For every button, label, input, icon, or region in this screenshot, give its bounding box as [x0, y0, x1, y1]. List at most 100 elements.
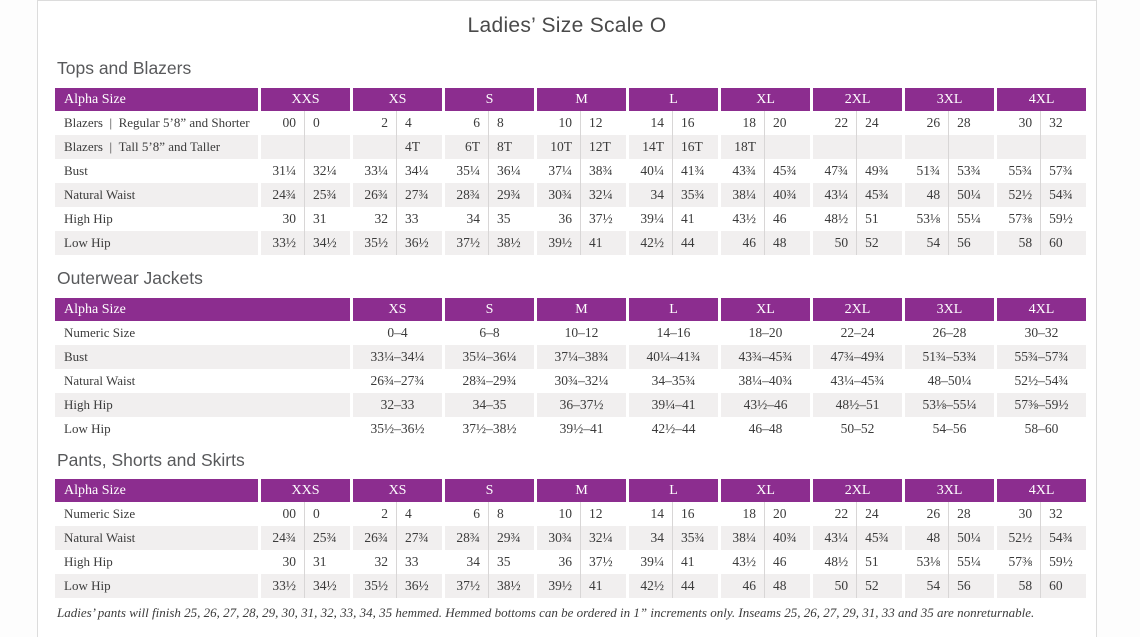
size-cell: 59½	[1040, 550, 1087, 574]
size-column-header: XL	[718, 479, 811, 502]
size-cell: 56	[948, 574, 995, 598]
size-cell: 33¼–34¼	[350, 345, 442, 369]
row-label: Bust	[55, 345, 350, 369]
size-cell: 18T	[718, 135, 765, 159]
size-column-header: XL	[718, 88, 811, 111]
size-cell	[994, 135, 1041, 159]
size-cell: 8T	[488, 135, 535, 159]
size-cell: 32¼	[580, 526, 627, 550]
size-cell: 28	[948, 111, 995, 135]
size-cell: 38½	[488, 574, 535, 598]
size-cell: 52	[856, 231, 903, 255]
size-cell: 22–24	[810, 321, 902, 345]
size-cell: 37½	[442, 574, 489, 598]
size-cell: 24¾	[258, 183, 304, 207]
size-cell: 35¼–36¼	[442, 345, 534, 369]
size-cell: 47¾	[810, 159, 857, 183]
hemming-footnote: Ladies’ pants will finish 25, 26, 27, 28…	[57, 605, 1035, 620]
size-cell: 37½	[580, 207, 627, 231]
size-cell: 39¼–41	[626, 393, 718, 417]
size-cell: 6	[442, 111, 489, 135]
size-cell: 48½–51	[810, 393, 902, 417]
size-cell: 20	[764, 111, 811, 135]
size-chart-page: Ladies’ Size Scale O Tops and Blazers Al…	[37, 0, 1097, 637]
size-column-header: XXS	[258, 88, 351, 111]
size-cell: 48	[902, 183, 949, 207]
size-cell: 28¾–29¾	[442, 369, 534, 393]
size-cell: 35¼	[442, 159, 489, 183]
size-cell: 43¼–45¾	[810, 369, 902, 393]
size-cell: 8	[488, 502, 535, 526]
size-cell: 30¾	[534, 526, 581, 550]
size-cell: 10T	[534, 135, 581, 159]
size-cell: 43½	[718, 207, 765, 231]
size-cell: 34–35¾	[626, 369, 718, 393]
size-cell: 36¼	[488, 159, 535, 183]
size-cell: 18	[718, 502, 765, 526]
page-title: Ladies’ Size Scale O	[467, 14, 667, 37]
section-tops-and-blazers: Tops and Blazers Alpha Size XXS XS S M L XL 2XL…	[38, 58, 1096, 255]
size-cell: 31	[304, 550, 351, 574]
size-cell: 35¾	[672, 183, 719, 207]
row-label: Natural Waist	[55, 369, 350, 393]
size-cell: 28¾	[442, 183, 489, 207]
table-row: Numeric Size 0–4 6–8 10–12 14–16 18–20 22–24 26…	[55, 321, 1086, 345]
size-column-header: S	[442, 479, 535, 502]
size-column-header: XXS	[258, 479, 351, 502]
row-label: Numeric Size	[55, 321, 350, 345]
size-cell: 4	[396, 111, 443, 135]
size-cell: 34¼	[396, 159, 443, 183]
size-cell	[258, 135, 304, 159]
size-cell: 43¼	[810, 526, 857, 550]
size-cell: 34–35	[442, 393, 534, 417]
size-cell: 44	[672, 574, 719, 598]
size-cell: 48	[764, 231, 811, 255]
size-cell	[810, 135, 857, 159]
size-cell: 46–48	[718, 417, 810, 441]
size-cell: 34	[626, 183, 673, 207]
size-cell: 35	[488, 207, 535, 231]
size-column-header: S	[442, 88, 535, 111]
size-cell: 51¾–53¾	[902, 345, 994, 369]
size-cell: 49¾	[856, 159, 903, 183]
size-cell: 32	[350, 207, 397, 231]
size-cell: 16	[672, 502, 719, 526]
table-row: Bust 33¼–34¼ 35¼–36¼ 37¼–38¾ 40¼–41¾ 43¾–45¾ 4…	[55, 345, 1086, 369]
size-cell: 38¼	[718, 526, 765, 550]
tops-and-blazers-table: Alpha Size XXS XS S M L XL 2XL 3XL 4XL Blazers | R…	[55, 88, 1087, 255]
size-cell: 48½	[810, 207, 857, 231]
row-label: High Hip	[55, 207, 258, 231]
size-cell: 45¾	[856, 526, 903, 550]
size-cell: 30¾	[534, 183, 581, 207]
row-label: Blazers | Regular 5’8” and Shorter	[55, 111, 258, 135]
size-cell: 30–32	[994, 321, 1086, 345]
size-cell: 46	[718, 231, 765, 255]
size-column-header: XS	[350, 88, 443, 111]
size-cell: 34	[626, 526, 673, 550]
size-cell: 39½	[534, 231, 581, 255]
size-cell: 32	[1040, 111, 1087, 135]
size-column-header: XL	[718, 298, 810, 321]
size-column-header: L	[626, 479, 719, 502]
section-pants-shorts-skirts: Pants, Shorts and Skirts Alpha Size XXS XS…	[38, 450, 1096, 598]
size-cell: 47¾–49¾	[810, 345, 902, 369]
size-cell: 26–28	[902, 321, 994, 345]
size-cell: 37½	[580, 550, 627, 574]
row-label: Natural Waist	[55, 526, 258, 550]
size-cell: 27¾	[396, 183, 443, 207]
size-cell: 51¾	[902, 159, 949, 183]
size-column-header: M	[534, 298, 626, 321]
size-cell: 52	[856, 574, 903, 598]
size-column-header: 2XL	[810, 298, 902, 321]
size-cell: 29¾	[488, 183, 535, 207]
size-column-header: M	[534, 479, 627, 502]
size-cell: 53⅛	[902, 207, 949, 231]
size-cell: 33½	[258, 574, 304, 598]
size-cell: 56	[948, 231, 995, 255]
size-cell: 16T	[672, 135, 719, 159]
size-column-header: 2XL	[810, 479, 903, 502]
size-cell: 41	[672, 207, 719, 231]
size-cell: 37¼–38¾	[534, 345, 626, 369]
row-label: High Hip	[55, 393, 350, 417]
size-cell: 24¾	[258, 526, 304, 550]
